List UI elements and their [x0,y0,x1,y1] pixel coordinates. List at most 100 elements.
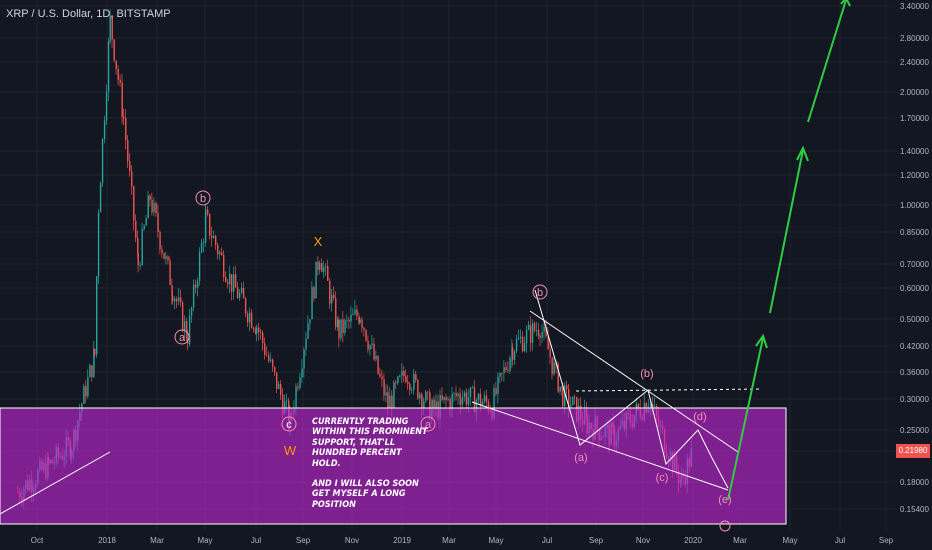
candle-body [171,285,173,297]
candle-body [117,68,119,80]
candle-body [109,15,111,42]
candle-body [268,355,270,361]
candle-body [651,403,654,408]
trend-lines [0,289,763,515]
candle-body [415,374,417,381]
arrow-2-head [796,145,809,162]
candle-body [209,213,211,236]
candle-body [250,312,253,328]
candle-body [425,391,427,402]
candle-body [145,218,147,226]
candle-body [111,15,113,40]
x-tick-label: Jul [835,536,845,545]
arrow-1-head [755,333,768,349]
y-tick-label: 1.00000 [900,201,929,210]
candle-body [321,262,323,272]
candle-body [99,182,102,213]
candle-body [393,382,395,408]
candle-body [219,252,221,255]
candle-body [175,298,178,302]
y-tick-label: 0.42000 [900,342,929,351]
candle-body [97,212,100,277]
candle-body [449,399,451,410]
wave-pb-label: (b) [640,368,653,380]
candle-body [519,336,522,338]
candle-body [507,369,509,371]
wave-c-circle [281,416,297,432]
candle-body [238,292,241,299]
candle-body [503,367,505,374]
current-price-tag: 0.21980 [896,444,930,458]
wave-labels: b a c W X a b (a) (b) (c) (d) (e) [174,190,732,532]
candle-body [317,261,319,270]
annotation-line-1: CURRENTLY TRADING WITHIN THIS PROMINENT … [312,417,428,469]
candle-body [385,392,387,396]
candle-body [570,405,572,408]
candle-body [252,327,255,330]
candle-body [493,388,495,419]
candle-body [159,232,161,250]
candle-body [329,280,331,304]
y-axis: 3.40000 2.80000 2.40000 2.00000 1.70000 1.400… [900,2,929,514]
candle-body [352,314,354,316]
candle-body [319,262,321,270]
x-tick-label: Mar [150,536,164,545]
candle-body [119,79,121,83]
x-tick-label: 2018 [98,536,116,545]
candle-body [137,253,139,266]
x-tick-label: Mar [442,536,456,545]
y-tick-label: 0.15400 [900,505,929,514]
chart-title: XRP / U.S. Dollar, 1D, BITSTAMP [6,8,171,20]
candle-body [313,287,315,299]
candle-body [653,406,656,408]
candle-body [403,370,405,377]
wave-b2-label: b [537,287,543,299]
candle-body [539,335,541,338]
candle-body [545,326,547,336]
candle-body [107,41,110,92]
y-tick-label: 1.70000 [900,114,929,123]
candle-body [196,280,199,288]
candle-body [417,380,419,399]
candle-body [549,349,551,358]
candle-body [242,287,245,299]
candle-body [356,309,358,317]
x-tick-label: 2020 [684,536,702,545]
candle-body [469,387,472,398]
candle-body [123,116,125,119]
candle-body [161,249,163,253]
candle-body [325,266,327,268]
candle-body [537,329,540,336]
wave-marker-circle [719,520,731,532]
candle-body [337,319,339,328]
x-tick-label: Oct [31,536,44,545]
y-tick-label: 0.70000 [900,260,929,269]
candle-body [230,274,233,292]
candle-body [141,228,143,265]
candle-body [89,365,91,378]
triangle-upper-line [529,310,739,453]
candle-body [383,379,385,396]
wave-a-circle [174,329,190,345]
candle-body [564,385,566,407]
candle-body [305,338,307,350]
candle-body [395,382,397,384]
candle-body [280,384,282,395]
candle-body [511,347,514,360]
candle-body [213,236,215,239]
candle-body [338,319,340,339]
candle-body [485,395,488,402]
x-tick-label: Nov [345,536,359,545]
wave-W-label: W [284,443,297,458]
candle-body [323,267,325,272]
candle-body [258,327,260,333]
candle-body [246,313,249,323]
annotation-line-2: AND I WILL ALSO SOON GET MYSELF A LONG P… [312,479,419,510]
candle-body [421,394,423,409]
candle-body [183,321,186,332]
candle-body [223,254,225,278]
y-tick-label: 0.18000 [900,478,929,487]
candle-body [157,213,159,233]
candle-body [505,367,507,370]
